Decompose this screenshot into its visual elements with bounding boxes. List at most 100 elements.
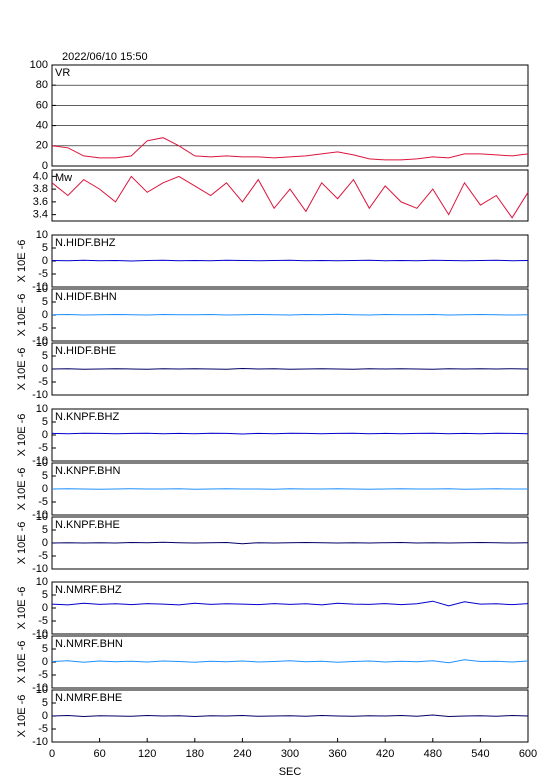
y-tick-label: -5 [38, 615, 48, 627]
panel-frame [51, 635, 529, 689]
series-name: N.NMRF.BHZ [55, 584, 122, 596]
y-tick-label: 0 [42, 710, 48, 722]
series-name: VR [55, 67, 70, 79]
series-line [51, 367, 529, 370]
y-tick-label: 100 [30, 59, 48, 71]
y-tick-label: 5 [42, 416, 48, 428]
series-line [51, 259, 529, 262]
y-tick-label: 40 [36, 120, 48, 132]
y-tick-label: 10 [36, 684, 48, 696]
series-name: N.HIDF.BHE [55, 345, 116, 357]
y-tick-label: -5 [38, 442, 48, 454]
x-tick-label: 600 [519, 748, 537, 760]
x-tick-label: 120 [138, 748, 156, 760]
y-tick-label: 0 [42, 309, 48, 321]
y-tick-label: 5 [42, 589, 48, 601]
y-tick-label: 10 [36, 576, 48, 588]
series-name: N.KNPF.BHE [55, 519, 120, 531]
y-tick-label: 5 [42, 697, 48, 709]
y-tick-label: -10 [32, 389, 48, 401]
y-tick-label: -5 [38, 496, 48, 508]
y-axis-label: X 10E -6 [16, 587, 28, 630]
x-tick-label: 540 [471, 748, 489, 760]
y-tick-label: 3.6 [33, 196, 48, 208]
y-tick-label: 10 [36, 283, 48, 295]
y-tick-label: -10 [32, 628, 48, 640]
y-tick-label: 0 [42, 255, 48, 267]
x-tick-label: 420 [376, 748, 394, 760]
series-line [51, 541, 529, 545]
y-tick-label: 10 [36, 511, 48, 523]
series-line [51, 432, 529, 435]
y-axis-label: X 10E -6 [16, 348, 28, 391]
chart-title: 2022/06/10 15:50 [62, 51, 148, 63]
y-tick-label: 10 [36, 457, 48, 469]
series-name: N.NMRF.BHE [55, 692, 122, 704]
y-tick-label: 20 [36, 140, 48, 152]
y-tick-label: 5 [42, 524, 48, 536]
series-line [51, 714, 529, 718]
y-tick-label: -5 [38, 669, 48, 681]
series-line [51, 600, 529, 607]
y-tick-label: -5 [38, 268, 48, 280]
x-tick-label: 0 [49, 748, 55, 760]
panel-frame [51, 169, 529, 222]
x-tick-label: 60 [93, 748, 105, 760]
y-tick-label: -5 [38, 322, 48, 334]
series-line [51, 175, 529, 219]
y-tick-label: 80 [36, 79, 48, 91]
y-tick-label: 3.4 [33, 209, 48, 221]
series-line [51, 488, 528, 490]
y-tick-label: -10 [32, 509, 48, 521]
series-name: Mw [55, 172, 72, 184]
y-tick-label: 10 [36, 229, 48, 241]
y-axis-label: X 10E -6 [16, 294, 28, 337]
y-tick-label: -10 [32, 682, 48, 694]
y-tick-label: 10 [36, 403, 48, 415]
series-name: N.HIDF.BHZ [55, 237, 116, 249]
y-tick-label: 10 [36, 337, 48, 349]
x-tick-label: 240 [233, 748, 251, 760]
series-name: N.NMRF.BHN [55, 638, 123, 650]
y-axis-label: X 10E -6 [16, 522, 28, 565]
y-tick-label: 0 [42, 160, 48, 172]
x-tick-label: 360 [328, 748, 346, 760]
x-tick-label: 480 [424, 748, 442, 760]
x-tick-label: 300 [281, 748, 299, 760]
y-tick-label: 60 [36, 99, 48, 111]
panel-frame [51, 408, 529, 462]
y-tick-label: -10 [32, 281, 48, 293]
y-tick-label: -5 [38, 376, 48, 388]
series-name: N.HIDF.BHN [55, 291, 117, 303]
panel-frame [51, 64, 529, 167]
y-axis-label: X 10E -6 [16, 695, 28, 738]
y-tick-label: -5 [38, 550, 48, 562]
series-line [51, 659, 529, 664]
y-tick-label: 4.0 [33, 170, 48, 182]
y-tick-label: 10 [36, 630, 48, 642]
y-tick-label: 5 [42, 643, 48, 655]
y-tick-label: -5 [38, 723, 48, 735]
y-tick-label: 0 [42, 363, 48, 375]
panel-frame [51, 581, 529, 635]
y-tick-label: -10 [32, 335, 48, 347]
y-axis-label: X 10E -6 [16, 468, 28, 511]
series-line [51, 313, 529, 316]
y-tick-label: -10 [32, 736, 48, 748]
series-name: N.KNPF.BHZ [55, 411, 119, 423]
x-axis-label: SEC [279, 766, 302, 778]
y-axis-label: X 10E -6 [16, 641, 28, 684]
y-tick-label: 0 [42, 537, 48, 549]
y-tick-label: -10 [32, 563, 48, 575]
y-tick-label: 0 [42, 483, 48, 495]
y-tick-label: 3.8 [33, 183, 48, 195]
y-tick-label: 0 [42, 602, 48, 614]
y-tick-label: 5 [42, 470, 48, 482]
y-axis-label: X 10E -6 [16, 414, 28, 457]
series-line [51, 137, 529, 161]
y-axis-label: X 10E -6 [16, 240, 28, 283]
series-name: N.KNPF.BHN [55, 465, 120, 477]
y-tick-label: 0 [42, 429, 48, 441]
y-tick-label: 5 [42, 350, 48, 362]
